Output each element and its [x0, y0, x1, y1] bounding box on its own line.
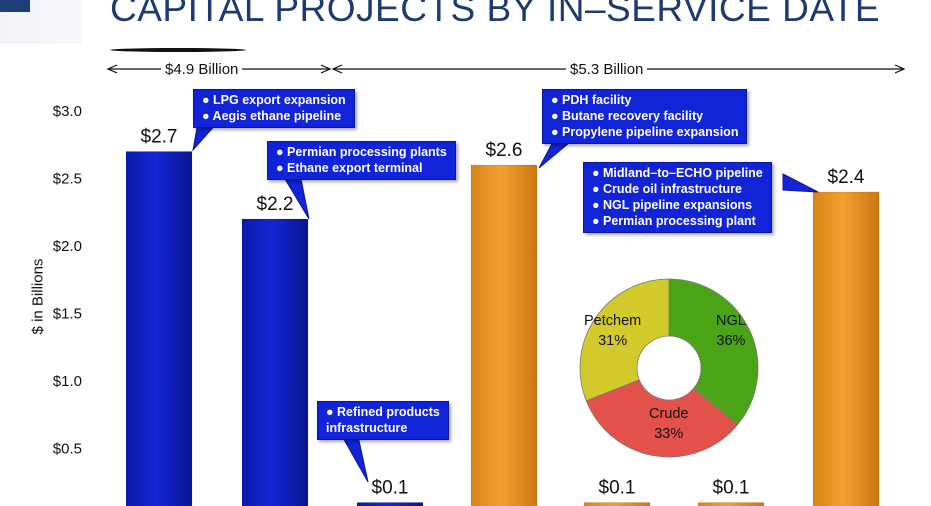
callout-pointer [782, 173, 819, 193]
callout-pointer [341, 435, 369, 483]
y-tick-label: $2.5 [53, 171, 82, 188]
bar [125, 151, 193, 506]
callout-line: ● Aegis ethane pipeline [202, 109, 342, 123]
callout-line: ● Crude oil infrastructure [592, 182, 742, 196]
donut-slice [585, 379, 739, 458]
y-tick-label: $0.5 [53, 441, 82, 458]
callout-line: ● Ethane export terminal [276, 161, 423, 175]
callout-box: ● Permian processing plants ● Ethane exp… [267, 141, 456, 180]
y-tick-label: $1.5 [53, 306, 82, 323]
donut-slice [668, 278, 759, 426]
bar-value-label: $0.1 [372, 478, 409, 499]
callout-box: ● PDH facility ● Butane recovery facilit… [542, 89, 748, 144]
bar-value-label: $0.1 [599, 478, 636, 499]
donut-slice-label: Petchem 31% [584, 311, 641, 351]
bracket-arrow [894, 64, 906, 74]
callout-line: ● PDH facility [551, 93, 632, 107]
y-axis-title: $ in Billions [29, 258, 47, 335]
callout-box: ● Refined products infrastructure [317, 401, 449, 440]
logo-panel [0, 0, 82, 44]
donut-slice-value: 33% [654, 426, 684, 442]
callout-line: ● Permian processing plant [592, 214, 756, 228]
donut-slice-value: 31% [598, 333, 628, 349]
donut-slice-name: Petchem [584, 313, 642, 329]
callout-line: ● Midland–to–ECHO pipeline [592, 166, 763, 180]
y-tick-label: $2.0 [53, 238, 82, 255]
y-tick-label: $3.0 [53, 103, 82, 120]
callout-box: ● LPG export expansion ● Aegis ethane pi… [193, 89, 355, 128]
bar [241, 218, 309, 506]
callout-box: ● Midland–to–ECHO pipeline ● Crude oil i… [583, 162, 772, 233]
bracket-arrow [320, 64, 332, 74]
donut-slice [579, 278, 670, 402]
donut-slice-name: NGL [716, 313, 746, 329]
callout-line: ● Refined products [326, 405, 440, 419]
callout-line: ● Permian processing plants [276, 145, 447, 159]
donut-slice-name: Crude [649, 406, 689, 422]
group-total-label: $5.3 Billion [566, 61, 648, 78]
bracket-arrow [106, 64, 118, 74]
y-tick-label: $1.0 [53, 373, 82, 390]
callout-line: infrastructure [326, 421, 408, 435]
bar-value-label: $2.6 [486, 140, 523, 161]
group-total-label: $4.9 Billion [161, 61, 243, 78]
bar-value-label: $2.7 [141, 127, 178, 148]
donut-slice-value: 36% [716, 333, 746, 349]
logo-icon [0, 0, 30, 12]
bar [583, 502, 651, 506]
bar-value-label: $2.2 [257, 194, 294, 215]
bar-value-label: $0.1 [713, 478, 750, 499]
bar [697, 502, 765, 506]
callout-line: ● LPG export expansion [202, 93, 346, 107]
bracket-arrow [331, 64, 343, 74]
donut-slice-label: Crude 33% [649, 404, 689, 444]
donut-slice-label: NGL 36% [716, 311, 746, 351]
bar [356, 502, 424, 506]
bar-value-label: $2.4 [828, 167, 865, 188]
bar [812, 191, 880, 506]
callout-line: ● NGL pipeline expansions [592, 198, 753, 212]
title-underline [110, 48, 246, 52]
bar [470, 164, 538, 506]
callout-line: ● Butane recovery facility [551, 109, 704, 123]
callout-line: ● Propylene pipeline expansion [551, 125, 739, 139]
page-title: CAPITAL PROJECTS BY IN–SERVICE DATE [110, 0, 881, 29]
